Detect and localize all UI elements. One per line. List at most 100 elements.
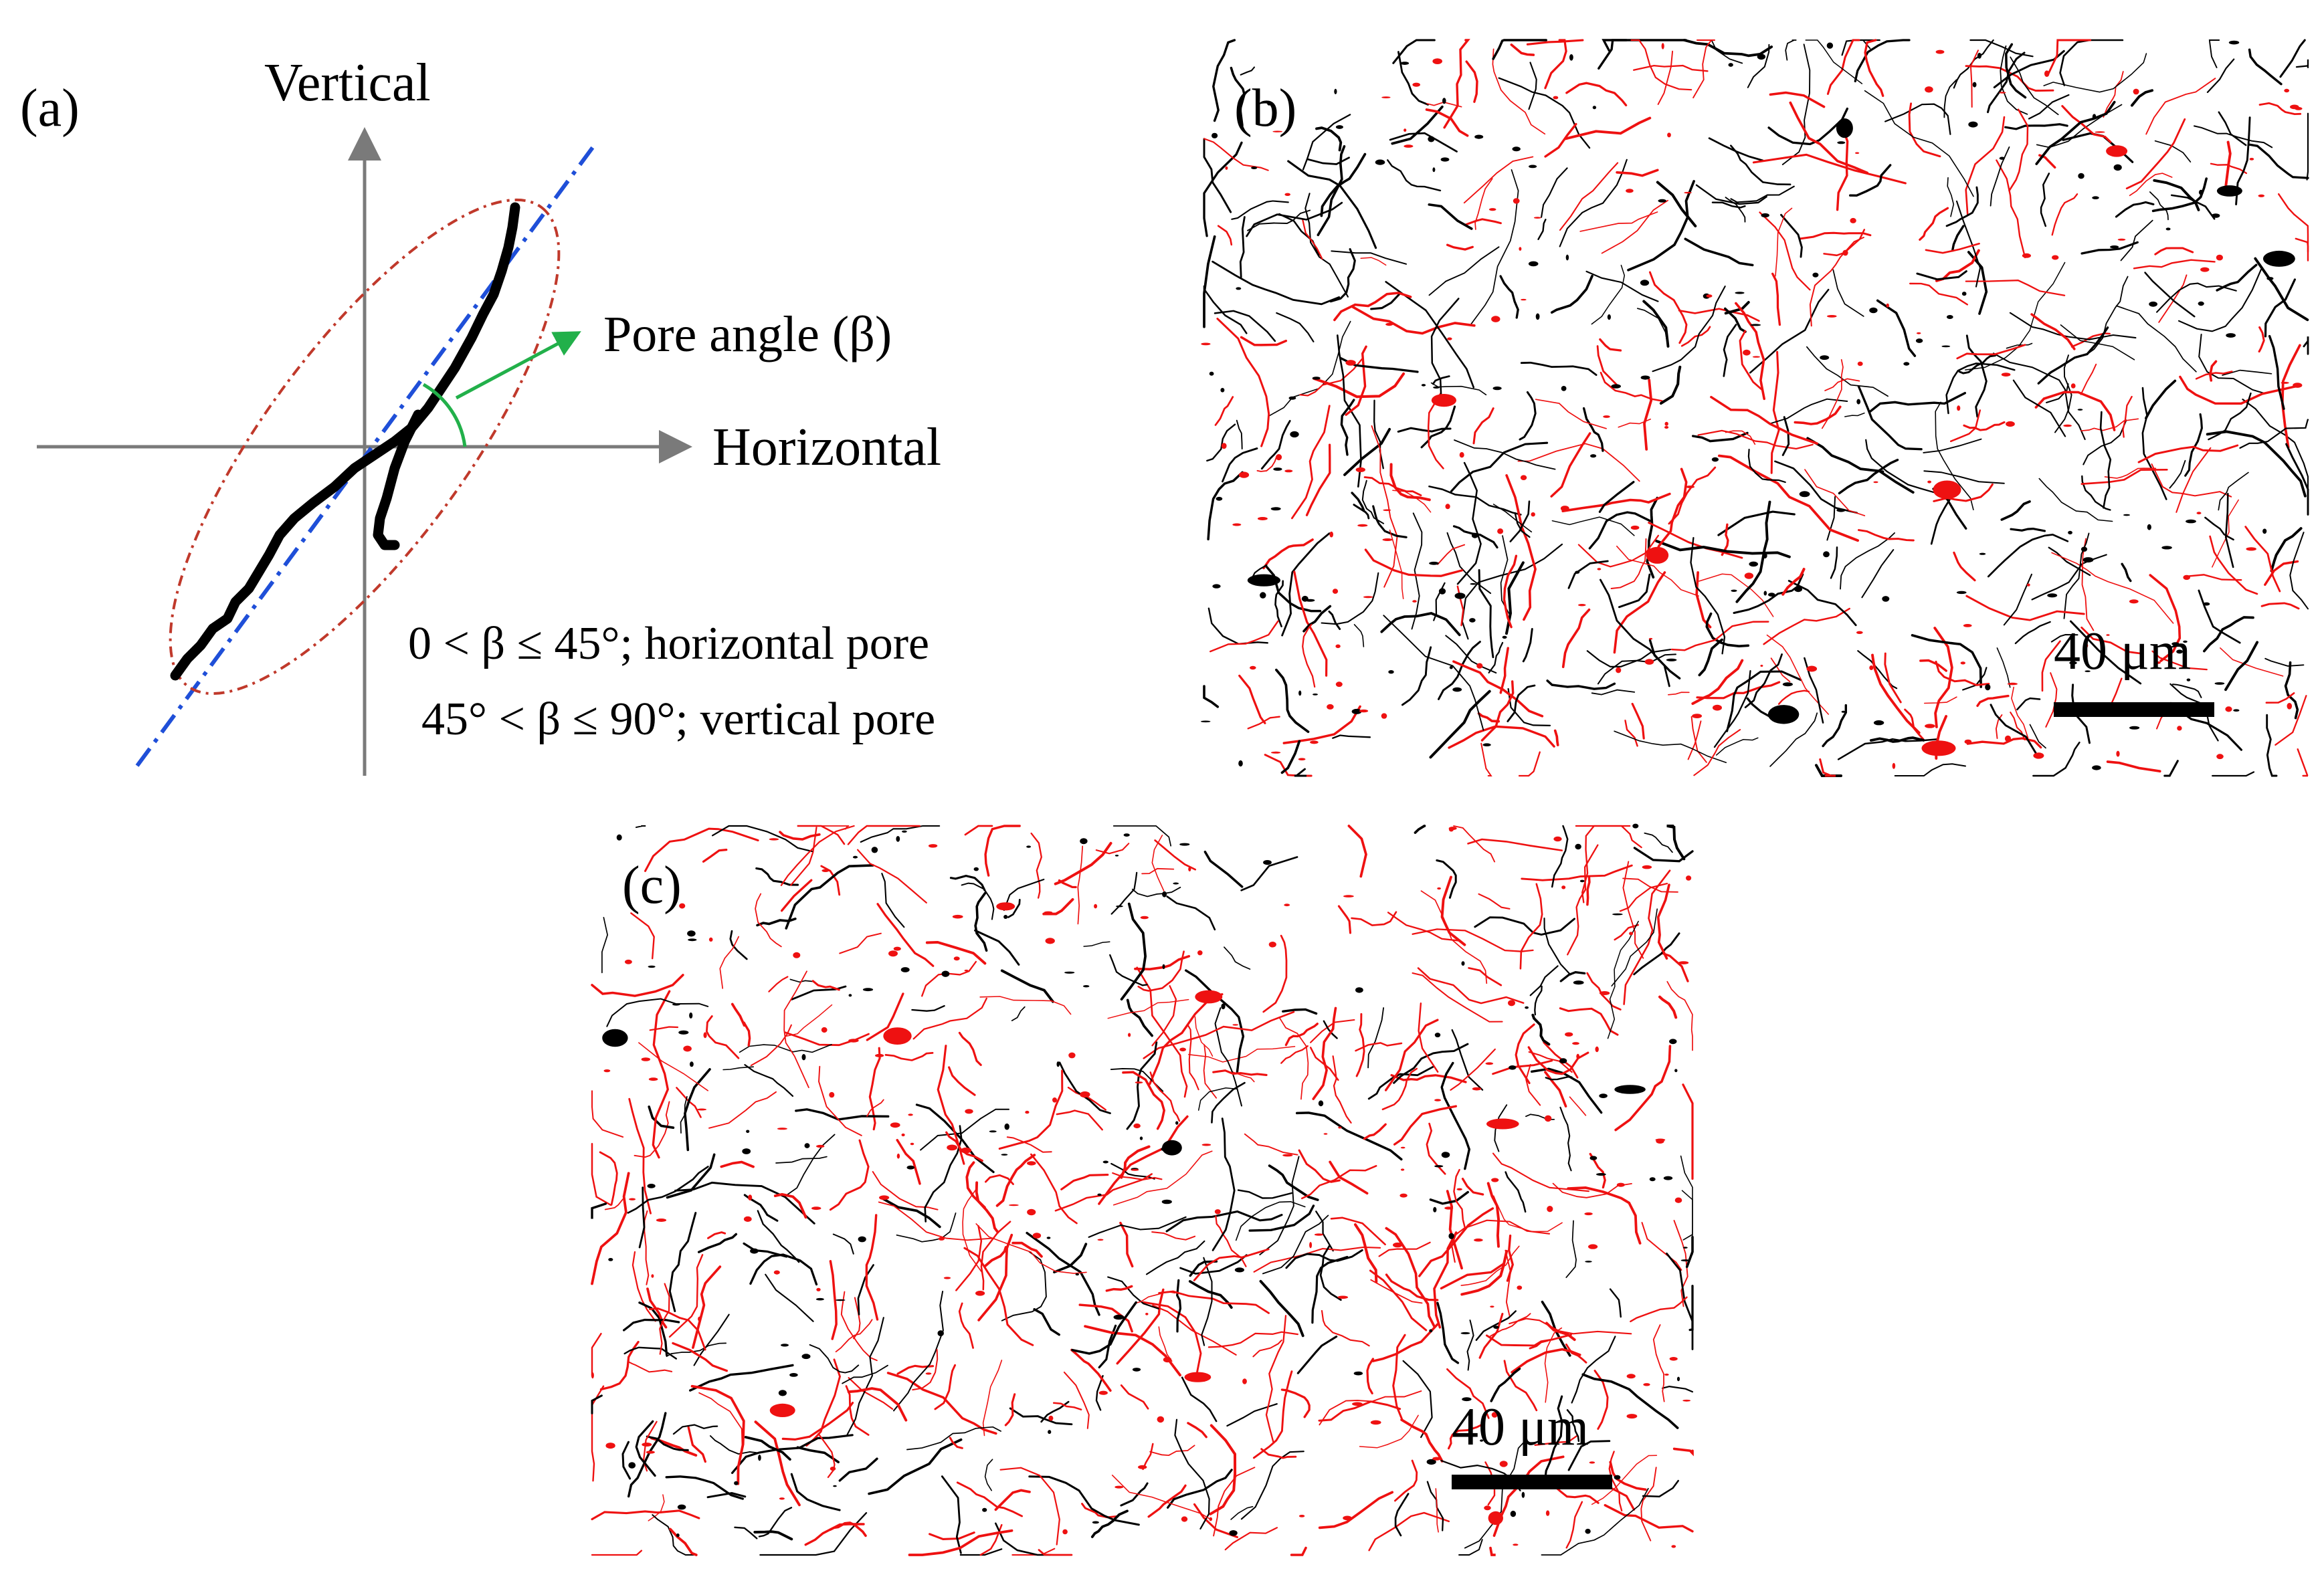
pore-blob: [1449, 665, 1453, 669]
pore-blob: [996, 902, 1015, 911]
pore-crack: [1187, 1023, 1199, 1091]
pore-crack: [1450, 441, 1549, 493]
pore-crack: [1367, 1007, 1384, 1069]
pore-crack: [1726, 670, 1802, 732]
pore-blob: [2106, 634, 2110, 636]
pore-crack: [1990, 704, 2038, 756]
pore-crack: [623, 1318, 680, 1332]
pore-crack: [1480, 742, 1492, 776]
pore-crack: [1445, 635, 1497, 674]
pore-crack: [1529, 1340, 1549, 1350]
pore-blob: [1682, 1247, 1688, 1249]
pore-crack: [1312, 1007, 1337, 1100]
pore-blob: [1886, 303, 1889, 308]
pore-blob: [1432, 167, 1436, 173]
pore-blob: [858, 1236, 866, 1243]
pore-crack: [896, 1138, 921, 1185]
pore-blob: [906, 1165, 915, 1170]
pore-crack: [1474, 178, 1493, 230]
pore-blob: [1669, 1357, 1678, 1361]
pore-crack: [785, 1134, 836, 1196]
pore-crack: [2141, 387, 2167, 500]
pore-crack: [1360, 257, 1387, 266]
pore-crack: [1179, 1254, 1248, 1275]
pore-blob: [852, 855, 858, 859]
pore-blob: [1470, 583, 1476, 585]
pore-crack: [2151, 650, 2208, 671]
pore-blob: [1614, 1475, 1621, 1480]
pore-crack: [2080, 626, 2142, 655]
pore-crack: [2069, 620, 2142, 685]
pore-blob: [781, 1344, 789, 1347]
pore-blob: [1486, 1118, 1519, 1130]
pore-crack: [2151, 177, 2208, 213]
pore-crack: [1965, 334, 1988, 418]
pore-crack: [1838, 458, 1899, 495]
pore-crack: [865, 1214, 879, 1321]
pore-crack: [1030, 832, 1042, 899]
pore-crack: [1329, 248, 1356, 303]
pore-blob: [2069, 661, 2077, 665]
pore-crack: [974, 929, 1020, 966]
pore-crack: [1188, 1046, 1296, 1063]
pore-blob: [848, 1039, 859, 1043]
pore-crack: [1996, 647, 2011, 688]
pore-blob: [1686, 875, 1692, 881]
pore-crack: [698, 1392, 743, 1451]
pore-blob: [989, 1130, 997, 1133]
pore-crack: [2129, 173, 2173, 197]
pore-crack: [1355, 1013, 1365, 1077]
pore-blob: [1351, 708, 1362, 714]
pore-crack: [1203, 1044, 1218, 1099]
pore-crack: [1822, 704, 1847, 748]
pore-blob: [1469, 618, 1476, 623]
pore-blob: [1658, 199, 1666, 203]
pore-crack: [2014, 621, 2051, 645]
pore-crack: [1290, 1546, 1307, 1556]
pore-crack: [817, 1433, 836, 1478]
pore-blob: [1220, 388, 1225, 393]
pore-crack: [672, 1342, 729, 1372]
pore-blob: [603, 1069, 611, 1073]
pore-crack: [1446, 243, 1474, 251]
pore-crack: [1571, 1336, 1616, 1404]
pore-crack: [1260, 420, 1291, 470]
pore-crack: [1749, 288, 1830, 374]
pore-crack: [759, 1512, 868, 1556]
pore-crack: [2198, 589, 2241, 644]
pore-blob: [1614, 1085, 1646, 1094]
pore-blob: [1484, 1505, 1491, 1511]
pore-crack: [2063, 532, 2090, 619]
pore-blob: [862, 988, 874, 992]
pore-blob: [2200, 267, 2210, 272]
pore-crack: [1120, 1482, 1149, 1507]
pore-blob: [651, 1274, 654, 1278]
pore-blob: [1162, 1140, 1182, 1156]
pore-crack: [2212, 771, 2255, 777]
pore-crack: [1151, 1231, 1196, 1241]
pore-crack: [1668, 466, 1717, 525]
pore-blob: [1115, 855, 1119, 857]
pore-blob: [1201, 342, 1211, 346]
pore-blob: [2284, 88, 2290, 93]
pore-crack: [1295, 1112, 1403, 1161]
pore-crack: [1924, 696, 1957, 704]
pore-crack: [2295, 59, 2309, 68]
pore-crack: [1567, 844, 1599, 956]
pore-crack: [2037, 326, 2109, 385]
pore-blob: [1744, 572, 1754, 579]
pore-crack: [1433, 1231, 1458, 1329]
pore-blob: [1181, 1516, 1188, 1522]
pore-blob: [1314, 1233, 1324, 1236]
pore-crack: [1869, 736, 1925, 743]
pore-crack: [1766, 634, 1829, 715]
pore-crack: [1315, 126, 1343, 152]
pore-blob: [1236, 287, 1242, 290]
pore-blob: [1649, 1177, 1656, 1182]
pore-crack: [1240, 856, 1298, 891]
pore-blob: [689, 1012, 693, 1019]
pore-crack: [1278, 1017, 1309, 1100]
pore-crack: [1252, 1340, 1282, 1358]
pore-crack: [2285, 443, 2309, 516]
pore-blob: [1979, 552, 1986, 555]
